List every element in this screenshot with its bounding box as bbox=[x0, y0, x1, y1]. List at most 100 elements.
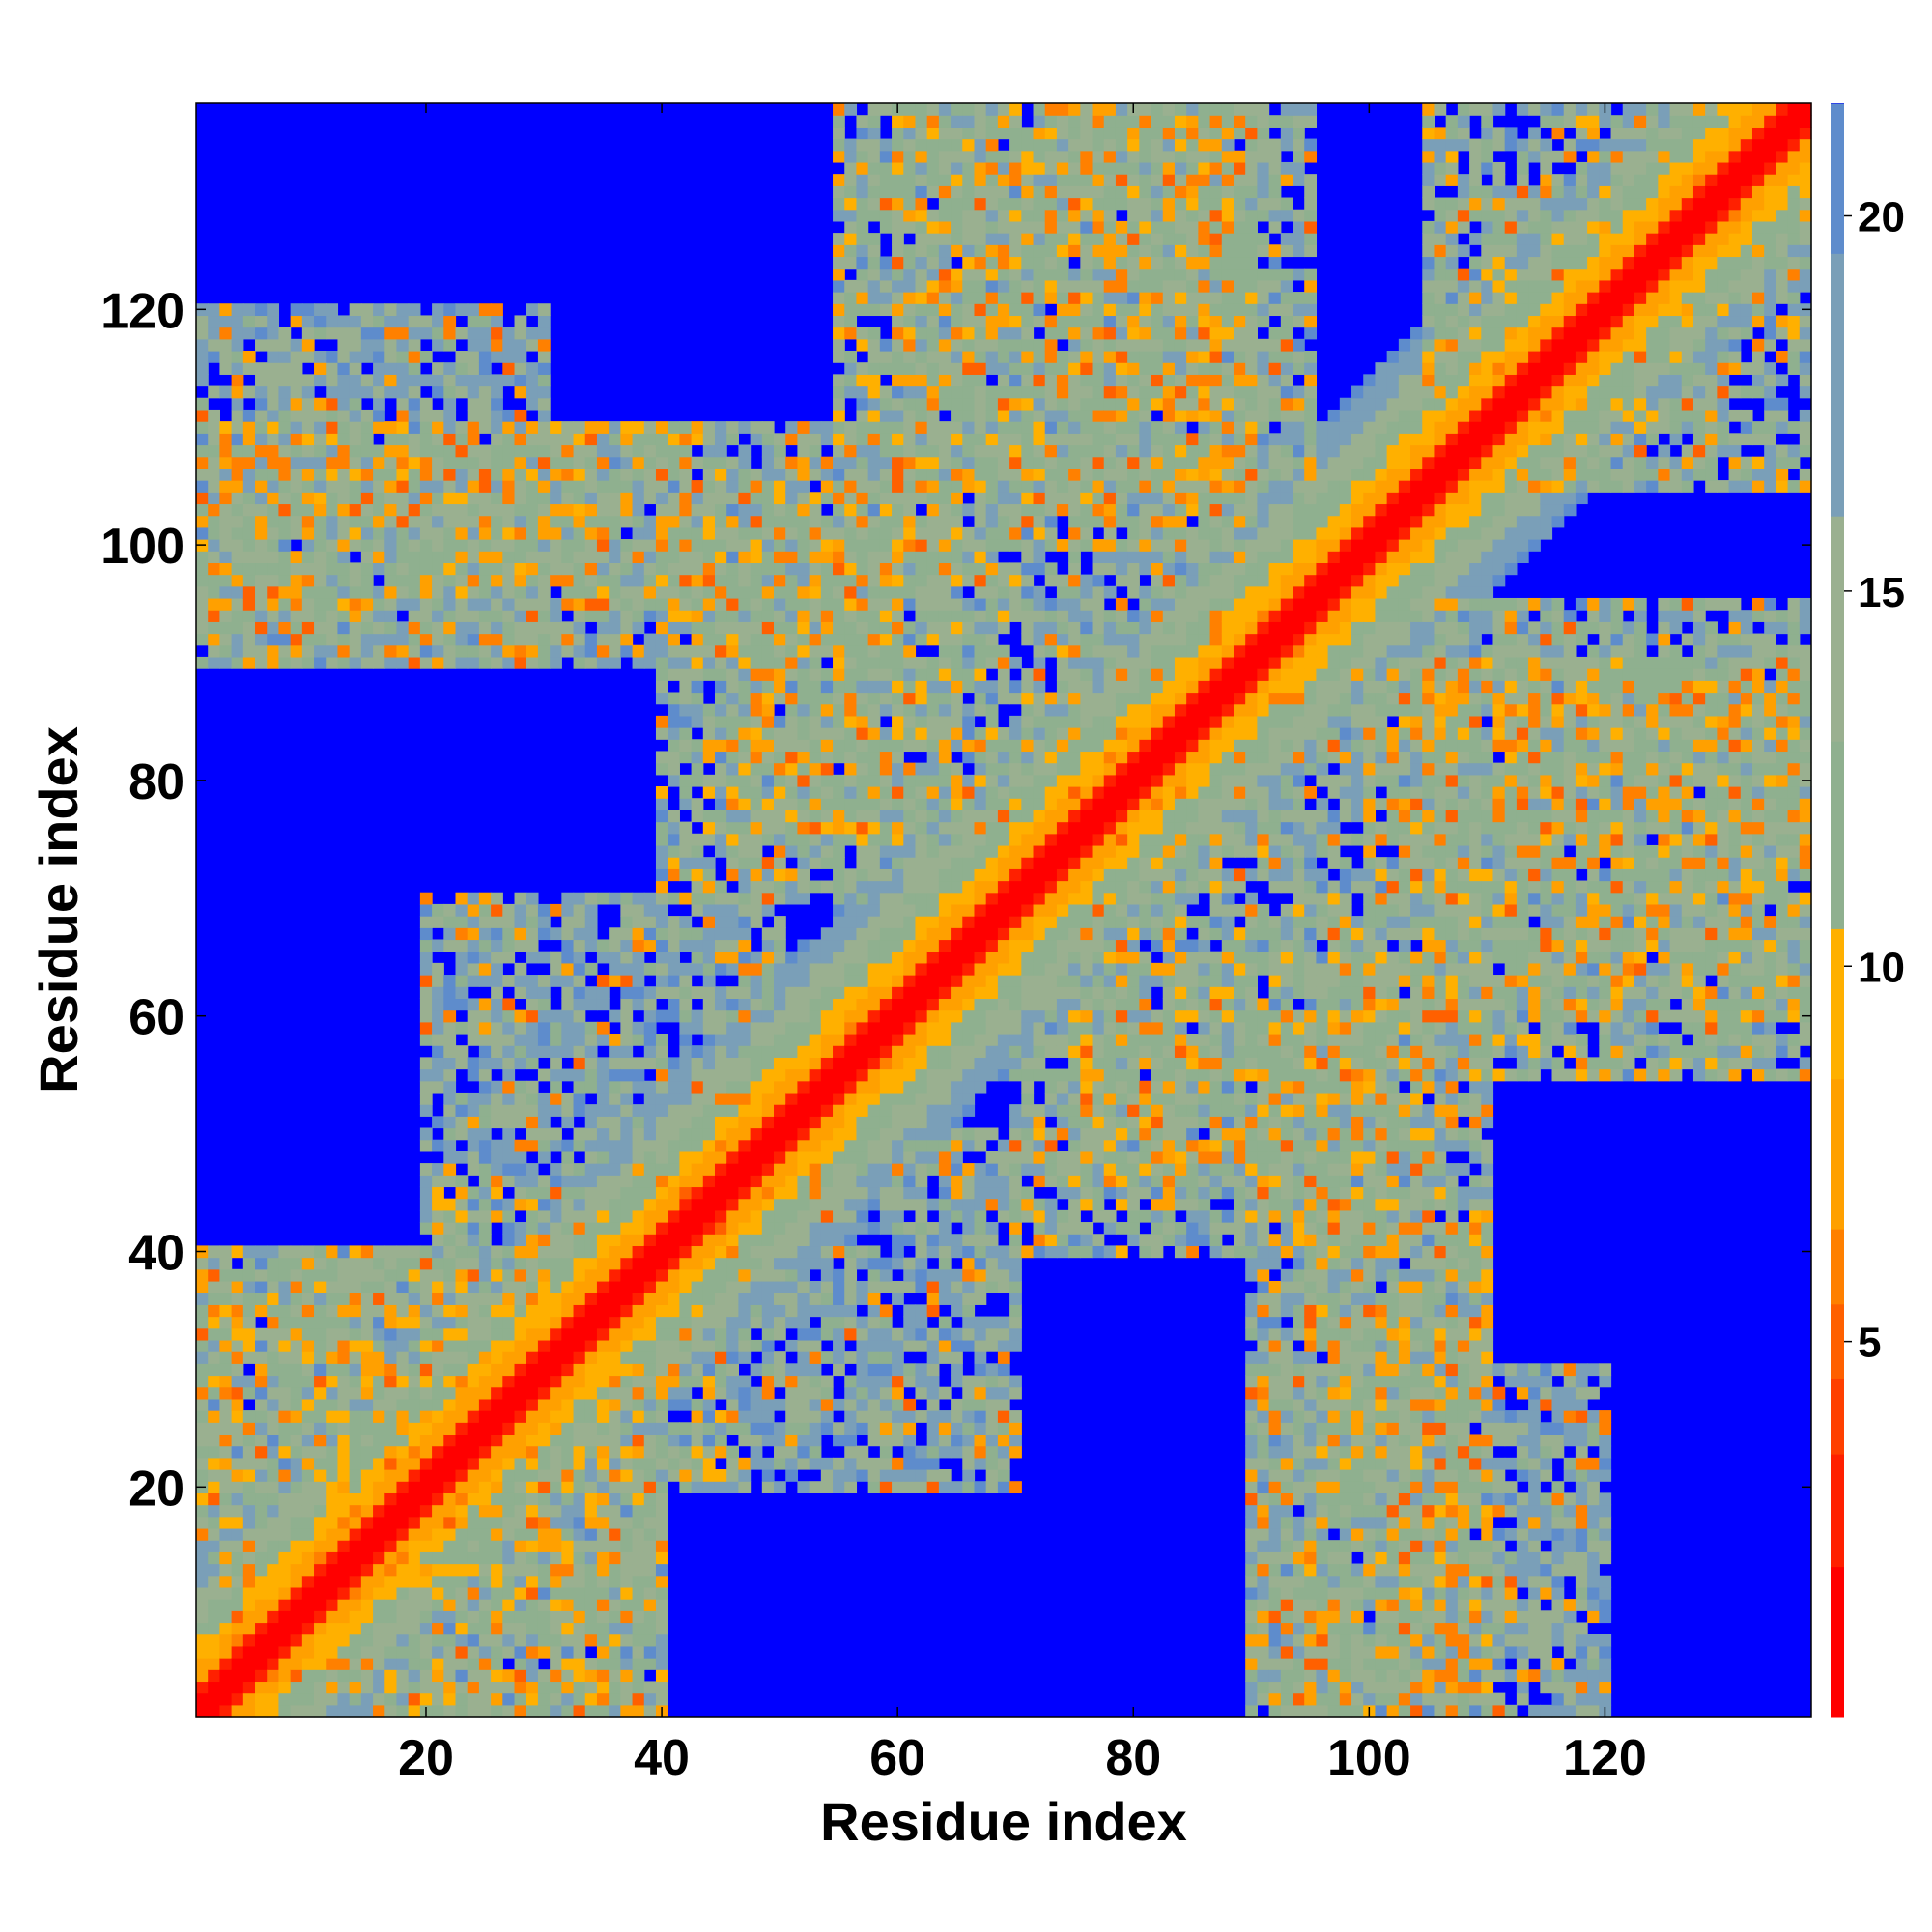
heatmap-cell bbox=[785, 1186, 799, 1200]
heatmap-cell bbox=[537, 374, 551, 387]
heatmap-cell bbox=[396, 1422, 410, 1435]
heatmap-cell bbox=[691, 951, 704, 964]
heatmap-cell bbox=[478, 574, 492, 587]
heatmap-cell bbox=[856, 338, 869, 352]
heatmap-cell bbox=[643, 1551, 657, 1565]
heatmap-cell bbox=[643, 1445, 657, 1459]
heatmap-cell bbox=[833, 1245, 845, 1259]
heatmap-cell bbox=[419, 562, 433, 576]
heatmap-cell bbox=[679, 1363, 693, 1377]
heatmap-cell bbox=[443, 1681, 457, 1694]
heatmap-cell bbox=[278, 444, 292, 458]
heatmap-cell bbox=[738, 1104, 752, 1117]
heatmap-cell bbox=[668, 939, 680, 952]
heatmap-cell bbox=[219, 1669, 233, 1683]
heatmap-cell bbox=[301, 409, 315, 422]
heatmap-cell bbox=[867, 1351, 881, 1364]
heatmap-cell bbox=[537, 1222, 551, 1235]
heatmap-cell bbox=[609, 480, 621, 493]
heatmap-cell bbox=[267, 362, 280, 375]
heatmap-cell bbox=[491, 1327, 503, 1341]
heatmap-cell bbox=[856, 1127, 869, 1141]
heatmap-cell bbox=[526, 1104, 539, 1117]
heatmap-cell bbox=[809, 1245, 822, 1259]
heatmap-cell bbox=[879, 727, 893, 740]
heatmap-cell bbox=[820, 1327, 834, 1341]
heatmap-cell bbox=[856, 810, 869, 823]
heatmap-cell bbox=[856, 397, 869, 411]
heatmap-cell bbox=[419, 551, 433, 563]
heatmap-cell bbox=[550, 1492, 562, 1506]
heatmap-cell bbox=[384, 597, 398, 611]
heatmap-cell bbox=[537, 1280, 551, 1293]
heatmap-cell bbox=[844, 585, 858, 599]
heatmap-cell bbox=[396, 1375, 410, 1388]
heatmap-cell bbox=[844, 1139, 858, 1152]
heatmap-cell bbox=[584, 1080, 598, 1094]
heatmap-cell bbox=[620, 1245, 634, 1259]
heatmap-cell bbox=[514, 1198, 527, 1211]
heatmap-cell bbox=[702, 903, 716, 917]
heatmap-cell bbox=[432, 1457, 444, 1470]
heatmap-cell bbox=[844, 903, 858, 917]
heatmap-cell bbox=[892, 1163, 904, 1176]
heatmap-cell bbox=[290, 1386, 303, 1400]
heatmap-cell bbox=[326, 433, 339, 446]
heatmap-cell bbox=[550, 1704, 562, 1718]
heatmap-cell bbox=[196, 1375, 209, 1388]
heatmap-cell bbox=[443, 421, 457, 434]
heatmap-cell bbox=[573, 1057, 586, 1070]
heatmap-cell bbox=[643, 1209, 657, 1223]
heatmap-cell bbox=[856, 244, 869, 258]
heatmap-cell bbox=[360, 303, 374, 317]
heatmap-cell bbox=[337, 1704, 351, 1718]
heatmap-cell bbox=[290, 1410, 303, 1423]
heatmap-cell bbox=[679, 1327, 693, 1341]
heatmap-cell bbox=[502, 610, 516, 622]
heatmap-cell bbox=[550, 927, 562, 941]
heatmap-cell bbox=[514, 656, 527, 669]
heatmap-cell bbox=[337, 433, 351, 446]
heatmap-cell bbox=[208, 468, 220, 481]
heatmap-cell bbox=[267, 374, 280, 387]
heatmap-cell bbox=[691, 1021, 704, 1035]
heatmap-cell bbox=[526, 1504, 539, 1518]
heatmap-cell bbox=[502, 503, 516, 517]
heatmap-cell bbox=[774, 857, 786, 869]
heatmap-cell bbox=[620, 986, 634, 1000]
heatmap-cell bbox=[467, 1293, 480, 1305]
heatmap-cell bbox=[467, 539, 480, 552]
heatmap-cell bbox=[820, 1186, 834, 1200]
heatmap-cell bbox=[738, 868, 752, 882]
heatmap-cell bbox=[242, 1492, 256, 1506]
heatmap-cell bbox=[326, 1504, 339, 1518]
heatmap-cell bbox=[255, 597, 268, 611]
heatmap-cell bbox=[691, 551, 704, 563]
heatmap-cell bbox=[337, 1469, 351, 1482]
heatmap-cell bbox=[820, 1398, 834, 1411]
heatmap-cell bbox=[242, 515, 256, 528]
heatmap-cell bbox=[620, 1222, 634, 1235]
heatmap-cell bbox=[467, 362, 480, 375]
heatmap-cell bbox=[478, 998, 492, 1011]
heatmap-cell bbox=[879, 1045, 893, 1058]
heatmap-cell bbox=[679, 680, 693, 694]
heatmap-cell bbox=[278, 515, 292, 528]
heatmap-cell bbox=[702, 1175, 716, 1188]
heatmap-cell bbox=[455, 1268, 469, 1282]
heatmap-cell bbox=[255, 1339, 268, 1352]
heatmap-cell bbox=[349, 1692, 362, 1706]
heatmap-cell bbox=[820, 468, 834, 481]
heatmap-cell bbox=[867, 916, 881, 928]
heatmap-cell bbox=[478, 1316, 492, 1329]
heatmap-cell bbox=[514, 1681, 527, 1694]
heatmap-cell bbox=[255, 1540, 268, 1552]
heatmap-cell bbox=[702, 1068, 716, 1082]
heatmap-cell bbox=[491, 656, 503, 669]
heatmap-cell bbox=[502, 1563, 516, 1577]
heatmap-cell bbox=[349, 574, 362, 587]
heatmap-cell bbox=[537, 1410, 551, 1423]
heatmap-cell bbox=[278, 1527, 292, 1541]
heatmap-cell bbox=[643, 1234, 657, 1247]
heatmap-cell bbox=[596, 1563, 610, 1577]
